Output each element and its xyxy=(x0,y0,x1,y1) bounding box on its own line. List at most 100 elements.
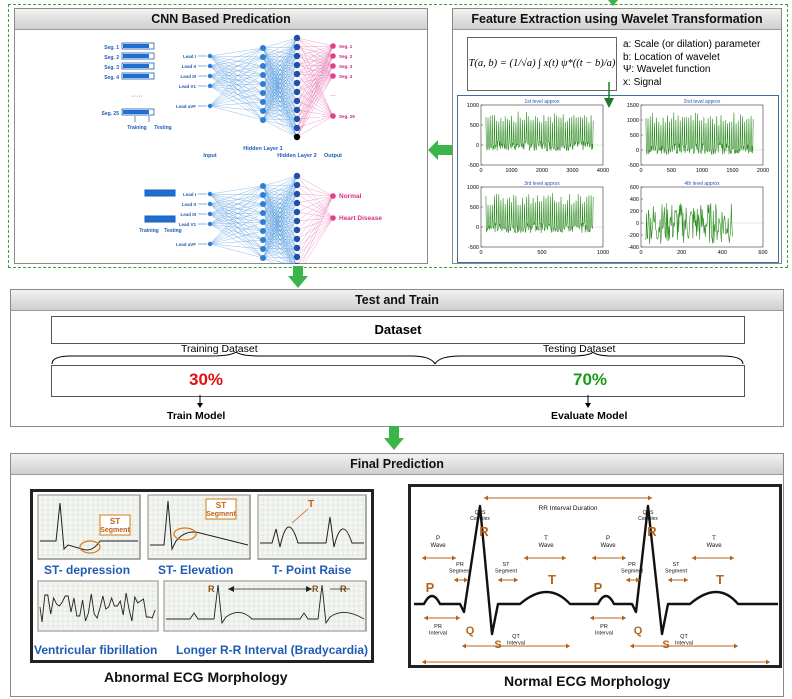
abnormal-ecg-box xyxy=(30,489,374,663)
lead-label: Lead III xyxy=(180,212,196,217)
training-label: Training xyxy=(127,125,146,131)
output-label: Seg. 1 xyxy=(339,44,353,49)
network-edge xyxy=(296,109,334,117)
arrow-head xyxy=(306,586,312,592)
network-edge xyxy=(296,184,334,197)
network-edge xyxy=(296,64,334,77)
network-edge xyxy=(209,55,264,76)
arrow-head xyxy=(562,555,566,561)
output-node xyxy=(330,113,336,119)
bradycardia-label: Longer R-R Interval (Bradycardia) xyxy=(176,643,369,657)
network-edge xyxy=(209,243,264,259)
st-text: ST xyxy=(216,501,226,510)
output-label: Seg. 2 xyxy=(339,54,353,59)
network-edge xyxy=(296,55,334,67)
network-edge xyxy=(296,45,334,75)
network-edge xyxy=(296,217,334,222)
wavelet-legend: a: Scale (or dilation) parameter b: Loca… xyxy=(623,39,760,89)
network-edge xyxy=(209,92,264,107)
y-tick-label: -400 xyxy=(628,245,639,251)
network-edge xyxy=(296,75,334,138)
highlight-ellipse xyxy=(173,527,197,541)
network-edge xyxy=(296,195,334,222)
test-train-panel: Test and Train Dataset Training Dataset … xyxy=(10,289,784,427)
arrow-formula-down xyxy=(604,82,614,108)
network-edge xyxy=(296,45,334,102)
network-edge xyxy=(209,75,264,103)
lead-label: Lead II xyxy=(182,64,196,69)
network-edge xyxy=(296,175,334,197)
normal-ecg-box xyxy=(408,484,782,668)
p-label: P xyxy=(426,580,435,595)
network-edge xyxy=(296,100,334,117)
qt-interval-label: QT xyxy=(512,634,520,640)
y-tick-label: 1000 xyxy=(467,103,479,109)
network-edge xyxy=(296,195,334,231)
network-edge xyxy=(209,194,264,215)
signal-line xyxy=(645,112,754,156)
network-edge xyxy=(209,65,264,76)
network-edge xyxy=(209,56,264,107)
network-edge xyxy=(209,203,264,241)
r-label: R xyxy=(312,584,319,594)
st-segment-label: ST xyxy=(502,562,510,568)
brady-trace xyxy=(166,584,365,625)
pr-segment-label: Segment xyxy=(449,569,471,575)
input-node xyxy=(207,241,213,247)
x-tick-label: 0 xyxy=(639,168,642,174)
arrow-to-final xyxy=(384,426,404,450)
network-edge xyxy=(209,193,264,241)
network-edge xyxy=(296,75,334,102)
cnn-diagram: Seg. 1 Seg. 2 Seg. 3 Seg. 4 Seg. 25 ····· Trai… xyxy=(101,34,382,264)
train-percentage: 30% xyxy=(189,370,224,389)
network-edge xyxy=(209,185,264,195)
output-label: Heart Disease xyxy=(339,215,382,222)
network-edge xyxy=(296,37,334,67)
st-elevation-label: ST- Elevation xyxy=(158,563,234,577)
network-edge xyxy=(262,37,298,121)
network-edge xyxy=(209,221,264,245)
network-edge xyxy=(209,105,264,112)
y-tick-label: 0 xyxy=(476,143,479,149)
arrow-head xyxy=(766,659,770,665)
network-edge xyxy=(262,247,298,259)
x-tick-label: 500 xyxy=(667,168,676,174)
network-edge xyxy=(209,74,264,87)
hidden2-node xyxy=(294,262,300,264)
network-edge xyxy=(296,65,334,111)
network-edge xyxy=(209,47,264,87)
hidden1-label: Hidden Layer 1 xyxy=(243,146,282,152)
plot-title: 1st level approx xyxy=(524,99,560,105)
network-edge xyxy=(209,47,264,57)
segment-label: Seg. 1 xyxy=(104,45,119,51)
network-edge xyxy=(209,101,264,107)
t-wave-label: T xyxy=(544,536,548,542)
network-edge xyxy=(296,55,334,111)
arrow-head xyxy=(464,577,468,583)
y-tick-label: 400 xyxy=(630,197,639,203)
network-edge xyxy=(209,56,264,67)
segment-text: Segment xyxy=(206,511,236,518)
lead-label: Lead V1 xyxy=(179,84,197,89)
signal-line xyxy=(485,193,594,234)
output-node xyxy=(330,43,336,49)
network-edge xyxy=(296,217,334,240)
network-edge xyxy=(209,83,264,107)
hidden2-node xyxy=(293,97,301,105)
network-edge xyxy=(296,55,334,102)
network-edge xyxy=(209,221,264,225)
network-edge xyxy=(296,73,334,77)
network-edge xyxy=(298,217,334,264)
network-edge xyxy=(209,47,264,67)
network-edge xyxy=(296,55,334,77)
network-edge xyxy=(209,185,264,225)
network-edge xyxy=(209,193,264,232)
x-tick-label: 1500 xyxy=(726,168,738,174)
test-percentage: 70% xyxy=(573,370,608,389)
segment-dots: ····· xyxy=(131,93,143,100)
st-box xyxy=(99,514,131,536)
hidden2-node xyxy=(293,226,301,234)
input-node xyxy=(207,83,213,89)
network-edge xyxy=(209,75,264,85)
